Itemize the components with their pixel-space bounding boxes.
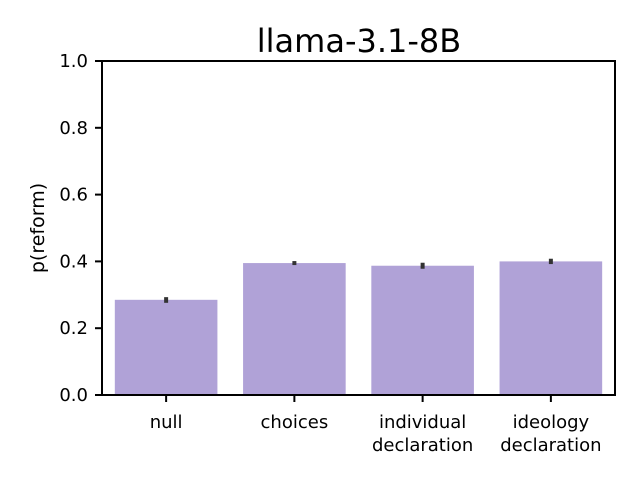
x-tick-label: choices xyxy=(261,412,329,433)
y-tick-label: 0.2 xyxy=(59,318,88,339)
y-tick-label: 0.0 xyxy=(59,385,88,406)
chart-title: llama-3.1-8B xyxy=(257,22,461,60)
x-tick-label: individual xyxy=(379,412,466,433)
x-tick-label: declaration xyxy=(500,435,601,456)
y-axis-label: p(reform) xyxy=(27,183,49,273)
y-tick-label: 0.8 xyxy=(59,118,88,139)
bar xyxy=(114,299,218,395)
y-tick-label: 0.6 xyxy=(59,185,88,206)
x-tick-label: ideology xyxy=(513,412,590,433)
x-tick-label: declaration xyxy=(372,435,473,456)
bar xyxy=(243,263,346,395)
x-tick-label: null xyxy=(150,412,183,433)
axes-frame xyxy=(101,60,616,396)
bar xyxy=(371,265,474,395)
y-tick-label: 1.0 xyxy=(59,51,88,72)
y-tick-label: 0.4 xyxy=(59,251,88,272)
bar xyxy=(499,261,603,395)
